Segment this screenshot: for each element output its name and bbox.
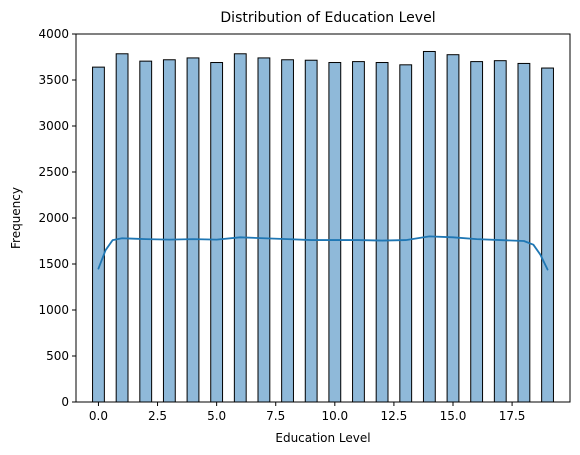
- histogram-bar-10: [328, 62, 342, 403]
- histogram-bar-14: [422, 50, 436, 403]
- y-tick-label-4: 2000: [38, 211, 69, 225]
- chart-title: Distribution of Education Level: [220, 10, 435, 26]
- histogram-bar-7: [257, 57, 271, 403]
- y-tick-label-8: 4000: [38, 27, 69, 41]
- x-axis-label: Education Level: [275, 431, 370, 445]
- histogram-bar-3: [162, 59, 176, 403]
- y-tick-label-0: 0: [61, 395, 69, 409]
- histogram-bar-4: [186, 57, 200, 403]
- y-axis-label: Frequency: [9, 187, 23, 249]
- x-tick-label-1: 2.5: [148, 409, 167, 423]
- x-tick-label-6: 15.0: [440, 409, 467, 423]
- y-axis-ticks: 0 500 1000 1500 2000 2500 3000 3500 4000: [38, 27, 76, 409]
- x-tick-label-5: 12.5: [381, 409, 408, 423]
- histogram-bar-5: [210, 62, 224, 403]
- y-tick-label-6: 3000: [38, 119, 69, 133]
- y-tick-label-7: 3500: [38, 73, 69, 87]
- histogram-bar-1: [115, 53, 129, 403]
- x-tick-label-3: 7.5: [266, 409, 285, 423]
- y-tick-label-2: 1000: [38, 303, 69, 317]
- y-tick-label-5: 2500: [38, 165, 69, 179]
- x-axis-ticks: 0.0 2.5 5.0 7.5 10.0 12.5 15.0 17.5: [89, 402, 526, 423]
- bars-layer: [92, 50, 554, 403]
- x-tick-label-7: 17.5: [499, 409, 526, 423]
- histogram-bar-13: [399, 64, 413, 403]
- histogram-bar-17: [493, 60, 507, 403]
- histogram-bar-0: [92, 66, 105, 403]
- y-tick-label-3: 1500: [38, 257, 69, 271]
- histogram-bar-15: [446, 54, 460, 403]
- histogram-bar-6: [233, 53, 247, 403]
- histogram-bar-18: [517, 62, 531, 403]
- histogram-bar-2: [139, 60, 153, 403]
- kde-curve: [97, 235, 549, 271]
- histogram-bar-12: [375, 62, 389, 403]
- histogram-bar-8: [281, 59, 294, 403]
- x-tick-label-4: 10.0: [321, 409, 348, 423]
- histogram-bar-9: [304, 59, 318, 403]
- kde-layer: [97, 235, 549, 271]
- x-tick-label-2: 5.0: [207, 409, 226, 423]
- histogram-bar-16: [470, 61, 484, 403]
- histogram-bar-11: [352, 61, 365, 403]
- y-tick-label-1: 500: [46, 349, 69, 363]
- x-tick-label-0: 0.0: [89, 409, 108, 423]
- histogram-bar-19: [541, 67, 554, 403]
